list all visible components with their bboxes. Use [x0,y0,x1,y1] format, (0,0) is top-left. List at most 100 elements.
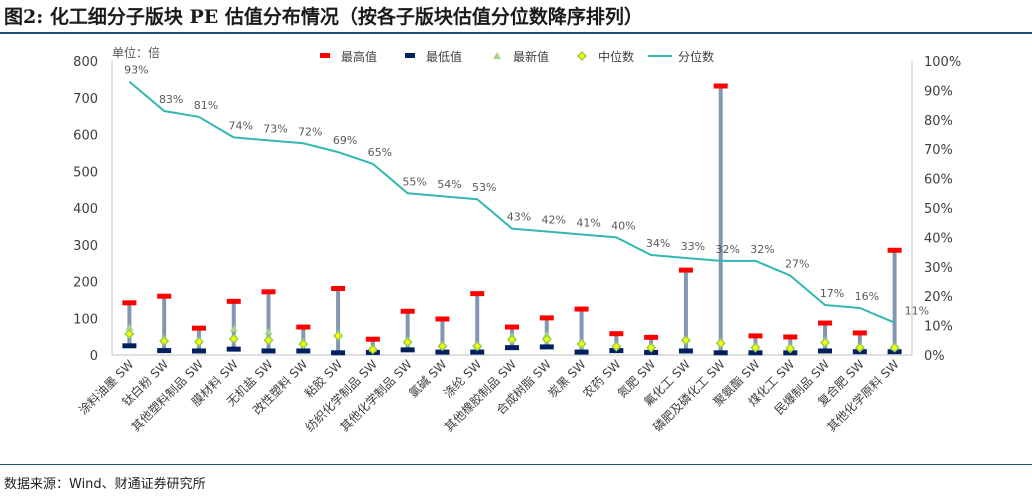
median-marker [298,338,309,350]
max-value-marker [365,336,380,342]
left-tick-label: 600 [73,129,98,144]
median-marker [263,335,274,346]
right-tick-label: 80% [924,114,953,129]
median-marker [124,328,135,340]
percentile-data-label: 73% [263,122,287,135]
max-value-marker [400,308,415,314]
right-tick-label: 50% [924,202,953,217]
median-marker [472,341,483,352]
min-value-marker [470,349,485,355]
max-value-marker [783,334,798,340]
right-tick-label: 100% [924,55,961,70]
median-marker [193,336,205,347]
legend-swatch-dash [405,53,415,58]
tick-labels-group: 0 100 200 300 400 500 600 700 800 0% 10% 20% 30% 40% 5… [73,55,961,364]
legend-label: 最低值 [426,49,462,64]
percentile-data-label: 16% [855,290,879,303]
min-value-marker [261,348,276,354]
max-value-marker [818,320,833,326]
left-tick-label: 100 [73,312,98,327]
right-tick-label: 20% [924,290,953,305]
left-tick-label: 400 [73,202,98,217]
median-marker [715,338,726,349]
median-marker [646,342,657,353]
legend-label: 中位数 [598,49,634,64]
percentile-labels-group: 93% 83% 81% 74% 73% 72% 69% 65% 55% 54% 53% 43% 42% 4… [124,64,929,318]
max-value-marker [887,247,902,253]
median-marker [680,335,691,346]
percentile-data-label: 55% [402,175,426,188]
left-tick-label: 200 [73,276,98,291]
left-tick-label: 500 [73,165,98,180]
max-value-marker [122,300,137,306]
min-value-marker [574,349,589,355]
axes-group [111,61,913,356]
percentile-data-label: 54% [437,178,461,191]
figure-title: 图2: 化工细分子版块 PE 估值分布情况（按各子版块估值分位数降序排列） [4,6,643,28]
median-marker [785,343,796,354]
min-value-marker [296,348,311,354]
percentile-data-label: 40% [611,219,635,232]
percentile-data-label: 32% [750,243,774,256]
legend-swatch-triangle [493,52,501,59]
percentile-data-label: 69% [333,134,357,147]
max-value-marker [748,333,763,339]
min-value-marker [331,350,346,356]
max-value-marker [261,289,276,295]
max-value-marker [226,298,241,304]
latest-value-marker [264,327,273,335]
right-tick-label: 30% [924,261,953,276]
right-tick-label: 90% [924,84,953,99]
max-value-marker [157,293,172,299]
median-marker [437,341,448,352]
min-value-marker [191,348,206,354]
min-value-marker [505,345,519,351]
right-tick-label: 70% [924,143,953,158]
percentile-data-label: 53% [472,181,496,194]
min-value-marker [748,350,763,356]
percentile-line-group [128,80,895,324]
median-marker [367,344,378,355]
max-value-marker [609,331,624,337]
max-value-marker [574,306,589,312]
median-marker [506,334,518,345]
median-marker [889,342,900,353]
min-value-marker [678,348,693,354]
percentile-data-label: 93% [124,64,148,77]
right-tick-label: 60% [924,173,953,188]
title-rule [0,32,1032,34]
legend-label: 最高值 [341,49,377,64]
percentile-data-label: 72% [298,125,322,138]
max-value-marker [331,285,346,291]
left-tick-label: 300 [73,239,98,254]
percentile-data-label: 34% [646,237,670,250]
percentile-data-label: 11% [905,305,929,318]
median-marker [228,333,239,344]
median-marker [333,330,344,341]
max-value-marker [852,330,867,336]
median-marker [854,342,865,353]
legend-label: 分位数 [678,49,714,64]
legend-swatch-dash [320,53,330,58]
percentile-data-label: 43% [507,211,531,224]
percentile-data-label: 83% [159,93,183,106]
max-value-marker [435,316,450,322]
percentile-data-label: 32% [715,243,739,256]
pe-valuation-chart: 0 100 200 300 400 500 600 700 800 0% 10% 20% 30% 40% 5… [73,45,961,435]
latest-value-marker [229,324,238,332]
max-value-marker [191,325,206,331]
median-marker [402,337,413,348]
percentile-data-label: 17% [820,287,844,300]
median-marker [750,342,761,353]
right-tick-label: 0% [924,349,945,364]
right-tick-label: 40% [924,231,953,246]
unit-label: 单位：倍 [112,45,160,60]
min-value-marker [435,349,450,355]
max-value-marker [470,291,485,297]
median-marker [541,334,552,345]
median-marker [819,337,831,348]
min-value-marker [122,343,137,349]
max-value-marker [644,334,659,340]
min-value-marker [226,346,241,352]
min-value-marker [400,347,415,353]
